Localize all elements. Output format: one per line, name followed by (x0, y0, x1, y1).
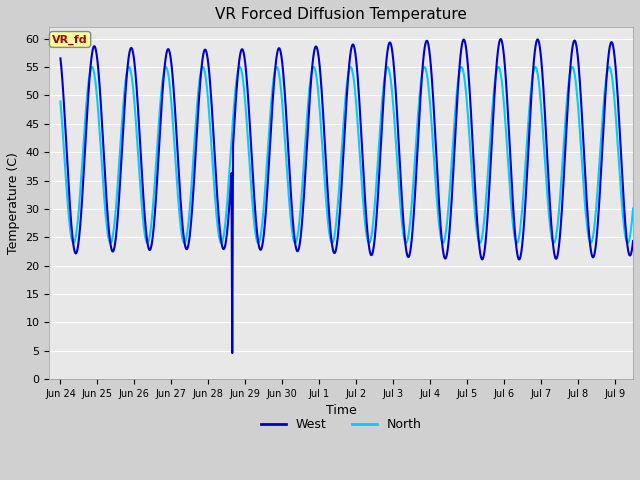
North (527, 84, 535, 89)
West (56, 56, 64, 61)
Legend: West, North: West, North (256, 413, 426, 436)
West (497, 36, 504, 42)
West (629, 238, 637, 244)
North (56, 98, 64, 104)
West (275, 46, 283, 51)
X-axis label: Time: Time (326, 405, 356, 418)
North (275, 73, 283, 79)
Y-axis label: Temperature (C): Temperature (C) (7, 152, 20, 254)
West (400, 226, 408, 231)
North (125, 64, 132, 70)
Line: North: North (60, 67, 633, 243)
West (161, 66, 168, 72)
North (629, 205, 637, 211)
North (624, 240, 632, 246)
Text: VR_fd: VR_fd (52, 34, 88, 45)
North (484, 172, 492, 178)
West (228, 350, 236, 356)
North (429, 141, 436, 146)
West (527, 92, 535, 97)
North (400, 235, 408, 240)
Title: VR Forced Diffusion Temperature: VR Forced Diffusion Temperature (215, 7, 467, 22)
West (429, 92, 436, 98)
Line: West: West (60, 39, 633, 353)
West (484, 210, 492, 216)
North (161, 66, 168, 72)
